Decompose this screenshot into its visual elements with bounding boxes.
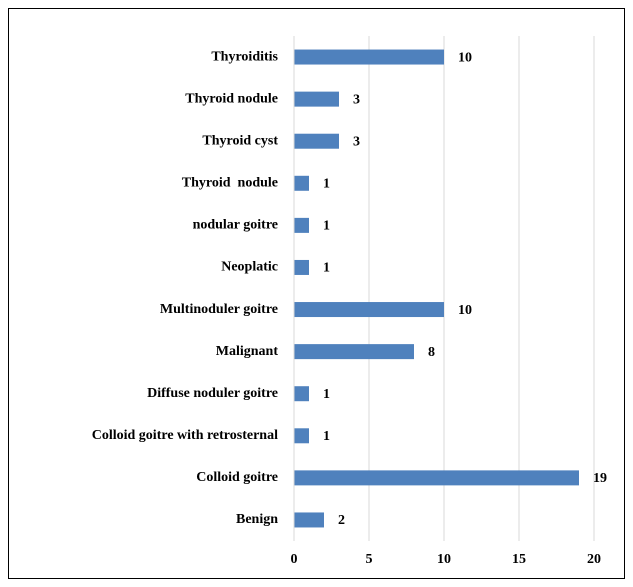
y-tick-label: Neoplatic [221, 260, 278, 275]
y-tick-label: Thyroid nodule [182, 176, 278, 191]
data-label: 10 [458, 50, 472, 65]
bar [294, 175, 309, 191]
bar [294, 259, 309, 275]
x-tick-label: 0 [291, 552, 298, 567]
x-tick-label: 10 [437, 552, 451, 567]
bar [294, 133, 339, 149]
y-tick-label: Malignant [216, 344, 279, 359]
y-tick-label: Colloid goitre with retrosternal [92, 428, 278, 443]
data-label: 3 [353, 134, 360, 149]
data-label: 8 [428, 345, 435, 360]
y-tick-label: nodular goitre [193, 218, 278, 233]
bar [294, 91, 339, 107]
data-label: 1 [323, 429, 330, 444]
bar [294, 49, 444, 65]
bar [294, 217, 309, 233]
x-tick-label: 15 [512, 552, 526, 567]
data-label: 1 [323, 261, 330, 276]
bar [294, 386, 309, 402]
data-label: 3 [353, 92, 360, 107]
bar [294, 512, 324, 528]
x-tick-label: 5 [366, 552, 373, 567]
data-label: 10 [458, 303, 472, 318]
x-tick-label: 20 [587, 552, 601, 567]
data-label: 1 [323, 219, 330, 234]
y-tick-label: Thyroiditis [211, 49, 278, 64]
data-label: 1 [323, 177, 330, 192]
y-tick-label: Multinoduler goitre [160, 302, 278, 317]
data-label: 1 [323, 387, 330, 402]
y-tick-label: Colloid goitre [196, 470, 278, 485]
bar [294, 302, 444, 318]
y-tick-label: Thyroid nodule [185, 91, 278, 106]
bar [294, 344, 414, 360]
bar [294, 428, 309, 444]
data-label: 19 [593, 471, 607, 486]
y-tick-label: Benign [236, 512, 278, 527]
data-label: 2 [338, 513, 345, 528]
bar [294, 470, 579, 486]
y-tick-label: Diffuse noduler goitre [147, 386, 278, 401]
y-tick-label: Thyroid cyst [202, 133, 278, 148]
